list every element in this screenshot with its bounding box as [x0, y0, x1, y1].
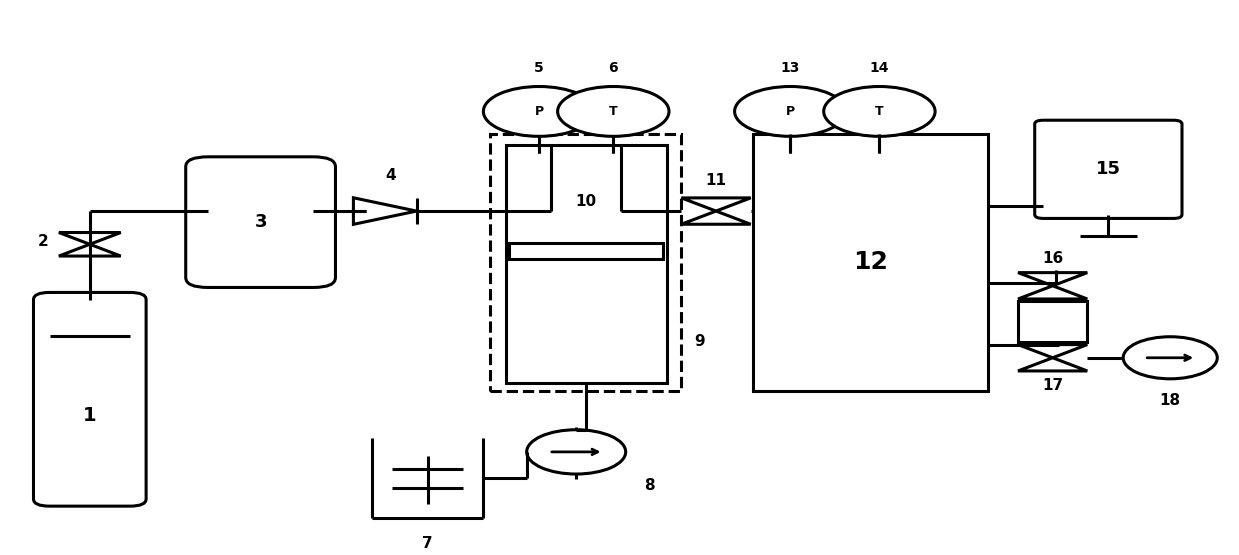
Bar	[506, 145, 667, 383]
Text: T: T	[610, 105, 617, 118]
Polygon shape	[1018, 273, 1088, 286]
Bar	[509, 244, 663, 259]
Text: P: P	[534, 105, 544, 118]
Circle shape	[824, 87, 935, 137]
Text: 2: 2	[38, 234, 50, 249]
Polygon shape	[1018, 345, 1088, 358]
FancyBboxPatch shape	[186, 157, 336, 287]
Text: 1: 1	[83, 406, 97, 425]
Text: 3: 3	[254, 213, 266, 231]
Bar	[753, 134, 989, 391]
Text: 14: 14	[870, 62, 890, 75]
Text: 4: 4	[385, 168, 395, 183]
Text: 7: 7	[422, 536, 432, 551]
Polygon shape	[681, 198, 751, 211]
Text: 8: 8	[644, 478, 655, 493]
Circle shape	[527, 430, 626, 474]
Polygon shape	[353, 198, 416, 224]
Bar	[489, 134, 681, 391]
Text: 9: 9	[695, 334, 705, 349]
Text: 5: 5	[534, 62, 544, 75]
Text: 12: 12	[854, 250, 888, 274]
Polygon shape	[59, 233, 120, 244]
Text: 16: 16	[1042, 251, 1063, 266]
Text: P: P	[786, 105, 795, 118]
FancyBboxPatch shape	[33, 292, 146, 506]
Circle shape	[735, 87, 846, 137]
Polygon shape	[1018, 358, 1088, 371]
Text: 15: 15	[1095, 160, 1121, 178]
Text: 6: 6	[608, 62, 618, 75]
Polygon shape	[681, 211, 751, 224]
Polygon shape	[1018, 286, 1088, 299]
Text: 18: 18	[1160, 393, 1181, 408]
Text: T: T	[875, 105, 883, 118]
Polygon shape	[59, 244, 120, 256]
Circle shape	[1124, 337, 1217, 379]
Circle shape	[483, 87, 595, 137]
Text: 10: 10	[576, 194, 597, 209]
Text: 13: 13	[781, 62, 800, 75]
Text: 11: 11	[705, 173, 726, 188]
FancyBboxPatch shape	[1035, 120, 1182, 219]
Text: 17: 17	[1042, 378, 1063, 393]
Circle shape	[558, 87, 669, 137]
Bar	[1018, 301, 1088, 342]
